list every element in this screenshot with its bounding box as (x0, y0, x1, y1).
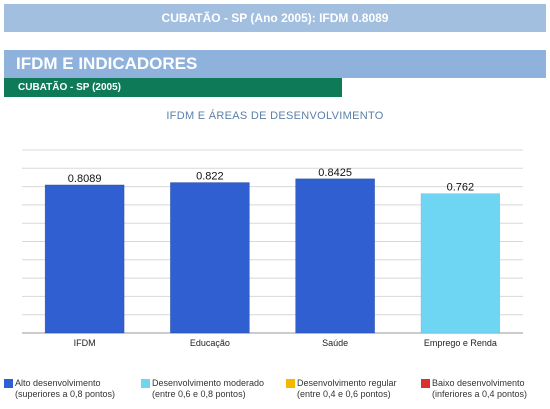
legend-label-low: Baixo desenvolvimento (inferiores a 0,4 … (432, 378, 527, 400)
x-tick-label-2: Saúde (322, 338, 348, 348)
legend-label-high: Alto desenvolvimento (superiores a 0,8 p… (15, 378, 115, 400)
section-header: IFDM E INDICADORES (4, 50, 546, 78)
chart-title: IFDM E ÁREAS DE DESENVOLVIMENTO (166, 110, 384, 122)
legend-label-moderate-line2: (entre 0,6 e 0,8 pontos) (152, 389, 246, 399)
bar-value-label-3: 0.762 (447, 182, 475, 194)
banner-title: CUBATÃO - SP (Ano 2005): IFDM 0.8089 (161, 11, 389, 25)
legend-label-high-line2: (superiores a 0,8 pontos) (15, 389, 116, 399)
legend-label-regular-line1: Desenvolvimento regular (297, 378, 397, 388)
bar-chart: 0.8089 IFDM 0.822 Educação 0.8425 Saúde 0.762 E… (22, 149, 523, 348)
legend: Alto desenvolvimento (superiores a 0,8 p… (4, 378, 550, 404)
bar-value-label-0: 0.8089 (68, 173, 102, 185)
top-banner: CUBATÃO - SP (Ano 2005): IFDM 0.8089 (4, 4, 546, 32)
bar-2 (295, 178, 375, 334)
legend-label-moderate: Desenvolvimento moderado (entre 0,6 e 0,… (152, 378, 264, 400)
legend-label-regular: Desenvolvimento regular (entre 0,4 e 0,6… (297, 378, 397, 400)
legend-label-high-line1: Alto desenvolvimento (15, 378, 101, 388)
x-tick-label-1: Educação (190, 338, 230, 348)
bar-value-label-1: 0.822 (196, 171, 224, 183)
legend-swatch-moderate (141, 379, 150, 388)
subheader-label: CUBATÃO - SP (2005) (18, 82, 121, 93)
section-title: IFDM E INDICADORES (16, 54, 198, 73)
bar-0 (44, 184, 125, 334)
bar-3 (420, 193, 501, 334)
x-tick-label-3: Emprego e Renda (424, 338, 497, 348)
municipality-subheader: CUBATÃO - SP (2005) (4, 78, 342, 97)
legend-label-regular-line2: (entre 0,4 e 0,6 pontos) (297, 389, 391, 399)
legend-label-low-line2: (inferiores a 0,4 pontos) (432, 389, 528, 399)
legend-swatch-regular (286, 379, 295, 388)
bar-1 (170, 182, 250, 334)
legend-label-low-line1: Baixo desenvolvimento (432, 378, 525, 388)
bar-value-label-2: 0.8425 (318, 167, 352, 179)
legend-swatch-high (4, 379, 13, 388)
x-tick-label-0: IFDM (74, 338, 96, 348)
legend-swatch-low (421, 379, 430, 388)
legend-label-moderate-line1: Desenvolvimento moderado (152, 378, 265, 388)
